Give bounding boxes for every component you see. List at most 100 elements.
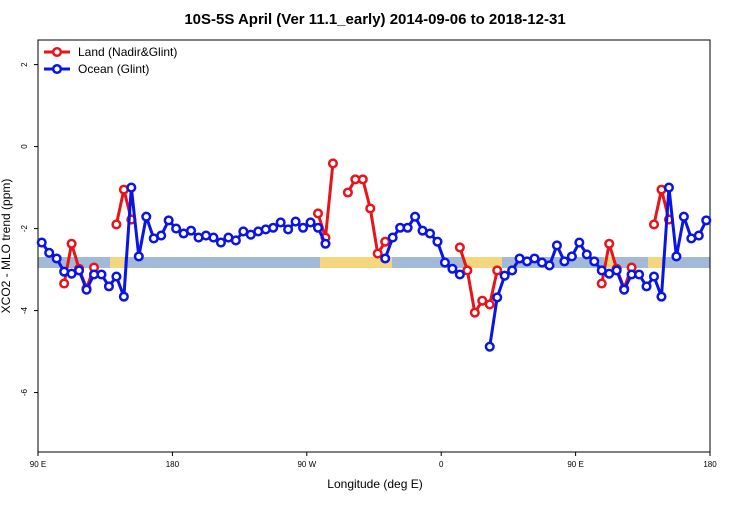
data-point: [66, 238, 77, 249]
data-point: [103, 281, 114, 292]
data-point: [36, 237, 47, 248]
y-tick-label: 0: [20, 144, 29, 149]
data-point: [589, 256, 600, 267]
data-point: [499, 270, 510, 281]
data-point: [507, 265, 518, 276]
data-point: [619, 284, 630, 295]
data-point: [81, 284, 92, 295]
data-point: [678, 211, 689, 222]
plot-frame: [37, 39, 711, 453]
data-point: [342, 187, 353, 198]
data-point: [454, 242, 465, 253]
data-point: [701, 215, 712, 226]
data-point: [611, 265, 622, 276]
data-point: [327, 158, 338, 169]
data-point: [171, 223, 182, 234]
data-point: [656, 291, 667, 302]
data-point: [492, 292, 503, 303]
data-point: [380, 253, 391, 264]
data-point: [462, 265, 473, 276]
x-tick-label: 0: [439, 460, 444, 469]
x-tick-label: 90 W: [297, 460, 316, 469]
data-point: [604, 238, 615, 249]
land-strip: [464, 257, 502, 268]
legend-label: Land (Nadir&Glint): [78, 45, 177, 59]
legend-label: Ocean (Glint): [78, 62, 149, 76]
data-point: [163, 215, 174, 226]
data-point: [454, 269, 465, 280]
data-point: [424, 228, 436, 239]
y-tick-label: -4: [20, 306, 29, 314]
data-point: [215, 237, 226, 248]
data-point: [74, 265, 85, 276]
data-point: [312, 208, 324, 219]
x-tick-label: 90 E: [567, 460, 583, 469]
data-point: [566, 251, 577, 262]
data-point: [544, 260, 555, 271]
data-point: [141, 211, 152, 222]
x-axis-label: Longitude (deg E): [327, 477, 422, 491]
data-point: [290, 216, 301, 227]
data-point: [268, 222, 279, 233]
data-point: [312, 222, 324, 233]
data-point: [469, 307, 480, 318]
data-point: [447, 263, 458, 274]
data-point: [693, 230, 704, 241]
data-point: [96, 269, 107, 280]
data-point: [648, 271, 660, 282]
data-point: [432, 236, 443, 247]
data-point: [118, 291, 129, 302]
data-point: [59, 278, 70, 289]
data-point: [484, 299, 495, 310]
y-tick-label: -6: [20, 388, 29, 396]
chart-title: 10S-5S April (Ver 11.1_early) 2014-09-06…: [184, 11, 565, 28]
data-point: [574, 237, 585, 248]
data-point: [484, 341, 495, 352]
data-point: [111, 219, 122, 230]
legend-marker: [51, 63, 63, 75]
data-point: [492, 265, 503, 276]
x-tick-label: 180: [703, 460, 717, 469]
data-point: [387, 232, 398, 243]
data-point: [305, 217, 316, 228]
data-point: [648, 219, 660, 230]
legend-marker: [51, 46, 63, 58]
data-point: [365, 203, 376, 214]
y-tick-label: -2: [20, 224, 29, 232]
data-point: [410, 211, 421, 222]
data-point: [275, 217, 286, 228]
data-point: [402, 222, 413, 233]
data-point: [320, 238, 331, 249]
data-point: [634, 269, 645, 280]
data-point: [596, 278, 607, 289]
data-point: [126, 182, 137, 193]
data-point: [133, 251, 144, 262]
data-point: [551, 240, 562, 251]
data-point: [156, 230, 167, 241]
land-strip: [110, 257, 124, 268]
data-point: [529, 253, 540, 264]
land-strip: [648, 257, 662, 268]
x-tick-label: 90 E: [30, 460, 46, 469]
data-point: [663, 182, 674, 193]
data-point: [357, 174, 368, 185]
x-tick-label: 180: [166, 460, 180, 469]
data-point: [208, 232, 219, 243]
data-point: [51, 253, 62, 264]
land-strip: [604, 257, 614, 268]
y-tick-label: 2: [20, 62, 29, 67]
data-point: [559, 256, 570, 267]
land-ocean-strip: [38, 257, 710, 268]
y-axis-label: XCO2 - MLO trend (ppm): [0, 179, 13, 314]
data-point: [298, 222, 309, 233]
data-point: [230, 235, 241, 246]
data-point: [283, 224, 294, 235]
data-point: [44, 247, 55, 258]
data-point: [641, 281, 652, 292]
data-point: [439, 257, 450, 268]
data-point: [380, 236, 391, 247]
data-point: [581, 249, 592, 260]
data-point: [372, 248, 383, 259]
